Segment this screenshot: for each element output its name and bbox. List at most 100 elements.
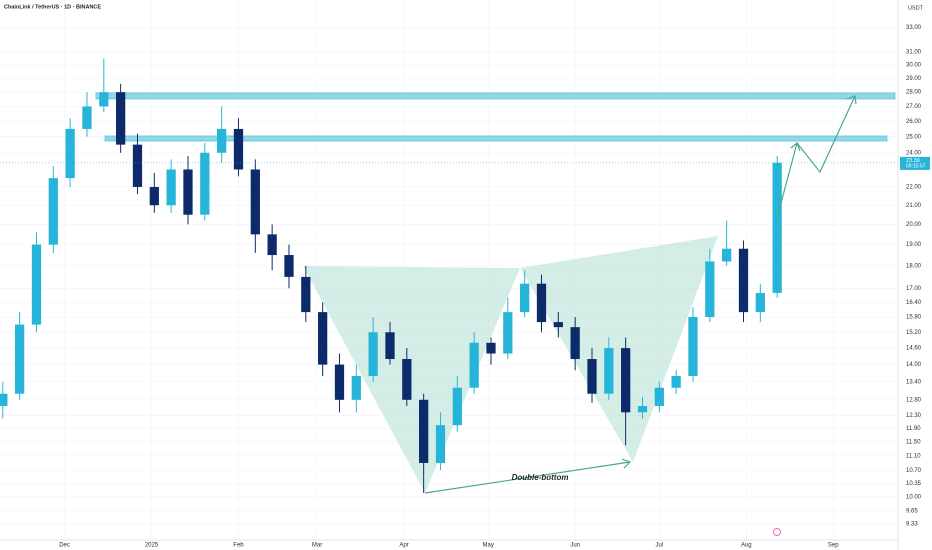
y-tick-label: 26.00 bbox=[906, 119, 922, 125]
candle-body bbox=[738, 248, 749, 313]
resistance-zones bbox=[95, 92, 896, 142]
y-tick-label: 9.65 bbox=[906, 508, 918, 514]
x-tick-label: Apr bbox=[399, 543, 408, 549]
candle-body bbox=[536, 283, 547, 323]
countdown-label: 09:15:57 bbox=[906, 164, 926, 170]
y-tick-label: 21.00 bbox=[906, 203, 922, 209]
y-tick-label: 11.90 bbox=[906, 426, 921, 432]
currency: USDT bbox=[908, 5, 924, 11]
candle-body bbox=[0, 393, 8, 407]
y-tick-label: 28.00 bbox=[906, 90, 922, 96]
y-tick-label: 11.10 bbox=[906, 453, 921, 459]
candle-body bbox=[587, 359, 597, 394]
y-tick-label: 18.00 bbox=[906, 263, 922, 269]
candle-body bbox=[503, 312, 513, 354]
candle-body bbox=[654, 387, 664, 407]
last-price-label: 23.39 bbox=[906, 158, 920, 164]
candle-body bbox=[486, 342, 496, 354]
candle-body bbox=[318, 312, 328, 365]
candle-body bbox=[553, 322, 563, 328]
projection-path bbox=[776, 95, 856, 219]
candle-body bbox=[82, 106, 92, 129]
candle-body bbox=[368, 332, 378, 376]
candle-body bbox=[65, 128, 75, 179]
y-tick-label: 12.80 bbox=[906, 397, 922, 403]
pattern bbox=[303, 236, 718, 493]
y-tick-label: 22.00 bbox=[906, 185, 922, 191]
y-tick-label: 14.00 bbox=[906, 362, 922, 368]
candle-body bbox=[435, 425, 446, 463]
candle-body bbox=[604, 348, 614, 394]
arrow-head bbox=[790, 141, 801, 152]
y-tick-label: 10.35 bbox=[906, 481, 922, 487]
y-tick-label: 10.70 bbox=[906, 468, 922, 474]
y-tick-label: 30.00 bbox=[906, 63, 922, 69]
drawings bbox=[424, 95, 857, 494]
y-tick-label: 15.20 bbox=[906, 330, 922, 336]
candle-body bbox=[671, 375, 681, 388]
zone bbox=[95, 92, 896, 100]
candle-body bbox=[621, 348, 631, 413]
candle-body bbox=[705, 261, 715, 318]
event-icon[interactable] bbox=[773, 528, 781, 536]
candles bbox=[0, 58, 782, 493]
candle-body bbox=[284, 255, 294, 277]
y-tick-label: 9.33 bbox=[906, 522, 918, 528]
arrow-head bbox=[621, 458, 632, 469]
candle-body bbox=[351, 375, 361, 400]
candle-body bbox=[250, 169, 260, 235]
y-tick-label: 29.00 bbox=[906, 76, 922, 82]
candle-body bbox=[772, 162, 782, 293]
y-tick-label: 19.00 bbox=[906, 242, 922, 248]
candle-body bbox=[217, 128, 227, 153]
candle-body bbox=[15, 324, 25, 394]
y-tick-label: 27.00 bbox=[906, 104, 922, 110]
double-bottom-arrow bbox=[424, 461, 631, 494]
pattern-right bbox=[520, 236, 718, 462]
y-tick-label: 33.00 bbox=[906, 25, 922, 31]
pattern-left bbox=[303, 266, 520, 493]
x-tick-label: Dec bbox=[59, 543, 70, 549]
candle-body bbox=[688, 317, 698, 376]
y-tick-label: 13.40 bbox=[906, 379, 922, 385]
y-tick-label: 31.00 bbox=[906, 50, 922, 56]
candle-body bbox=[267, 234, 277, 256]
y-tick-label: 11.50 bbox=[906, 439, 921, 445]
y-tick-label: 12.30 bbox=[906, 413, 922, 419]
candle-body bbox=[637, 406, 648, 413]
y-tick-label: 14.60 bbox=[906, 346, 922, 352]
x-tick-label: Jun bbox=[570, 543, 580, 549]
y-tick-label: 16.40 bbox=[906, 300, 922, 306]
y-tick-label: 10.00 bbox=[906, 494, 922, 500]
x-tick-label: Jul bbox=[655, 543, 663, 549]
candle-body bbox=[755, 292, 765, 313]
candle-body bbox=[31, 244, 42, 325]
arrow-head bbox=[846, 95, 857, 105]
y-tick-label: 20.00 bbox=[906, 222, 922, 228]
candle-body bbox=[301, 276, 311, 313]
zone bbox=[104, 135, 888, 142]
candle-body bbox=[149, 186, 159, 206]
x-tick-label: Mar bbox=[312, 543, 322, 549]
y-tick-label: 15.80 bbox=[906, 315, 922, 321]
candle-body bbox=[385, 332, 395, 360]
x-tick-label: Sep bbox=[828, 543, 839, 549]
candle-body bbox=[183, 169, 193, 215]
annotation: Double-bottom bbox=[512, 473, 569, 482]
candle-body bbox=[166, 169, 176, 206]
candle-body bbox=[233, 128, 244, 170]
candle-body bbox=[452, 387, 462, 426]
candle-body bbox=[520, 283, 530, 313]
y-tick-label: 17.00 bbox=[906, 286, 922, 292]
x-tick-label: May bbox=[483, 543, 494, 549]
last-price-box bbox=[900, 156, 930, 170]
y-tick-label: 24.00 bbox=[906, 150, 922, 156]
candle-body bbox=[570, 327, 580, 360]
x-tick-label: Aug bbox=[741, 543, 752, 549]
candle-body bbox=[722, 248, 732, 262]
candle-body bbox=[334, 364, 345, 400]
candle-body bbox=[48, 178, 58, 245]
candle-body bbox=[116, 92, 126, 145]
